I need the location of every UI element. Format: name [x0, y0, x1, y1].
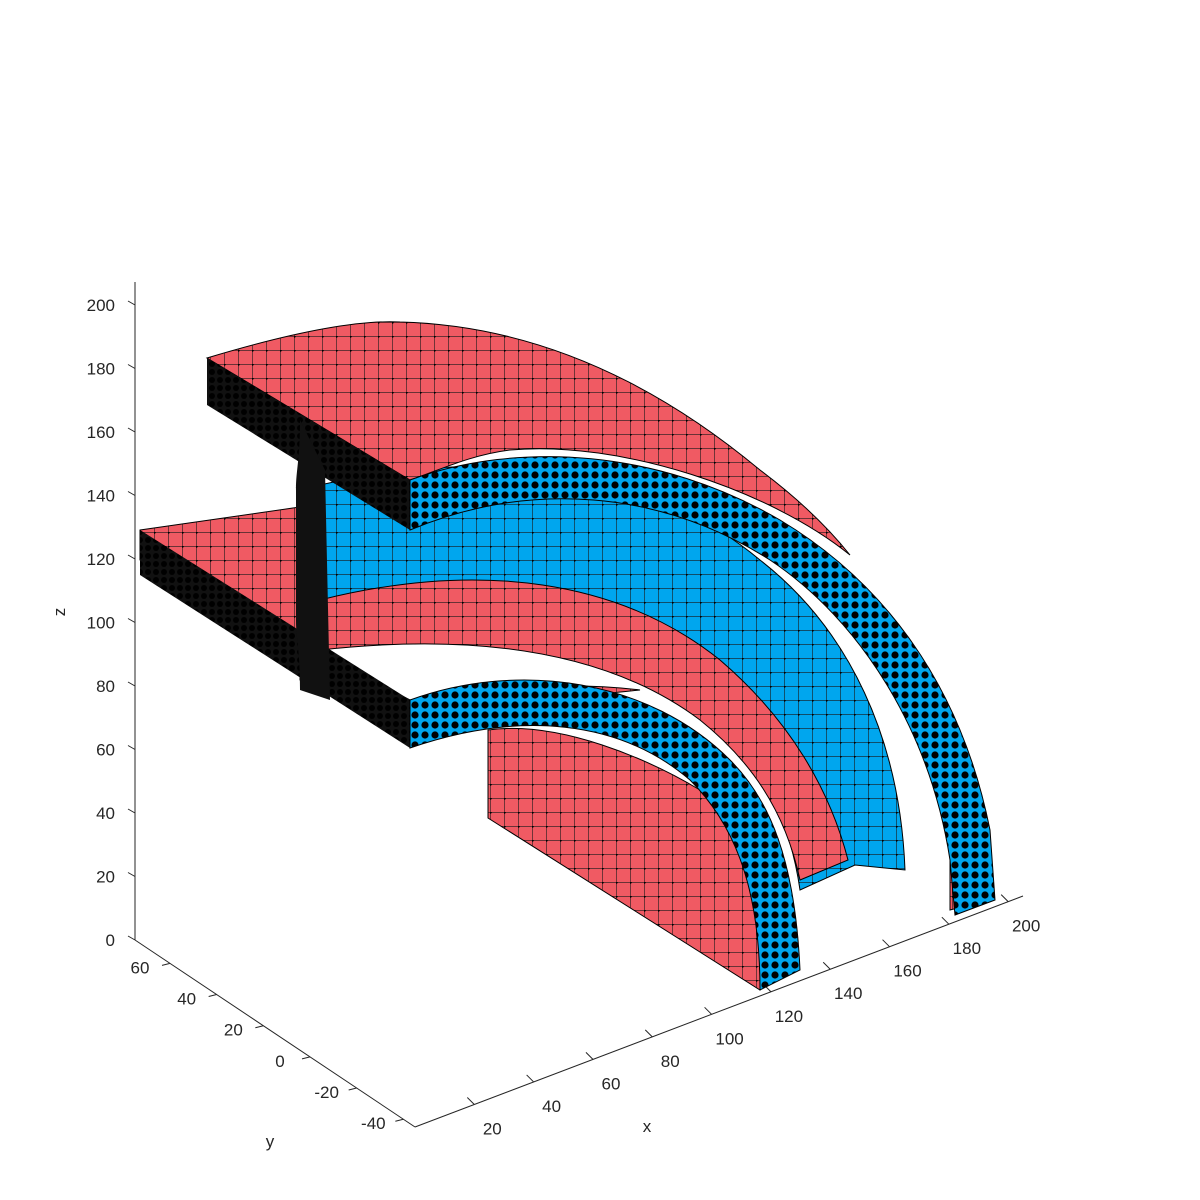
- z-tick-label: 80: [96, 677, 115, 696]
- z-tick-mark: [127, 300, 136, 306]
- z-tick-mark: [127, 427, 136, 433]
- x-tick-label: 160: [893, 962, 921, 981]
- x-tick-label: 20: [483, 1119, 502, 1138]
- y-axis-label: y: [266, 1132, 275, 1151]
- y-axis-line: [134, 939, 416, 1128]
- x-tick-mark: [585, 1052, 594, 1060]
- lower-flange-edge: [409, 679, 801, 991]
- x-axis-label: x: [643, 1117, 652, 1136]
- x-tick-label: 140: [834, 984, 862, 1003]
- y-tick-label: 60: [131, 958, 150, 977]
- x-tick-mark: [1000, 894, 1009, 902]
- web-fillet: [319, 579, 849, 881]
- z-tick-label: 160: [87, 423, 115, 442]
- lower-flange-end: [140, 530, 410, 748]
- y-tick-label: 40: [177, 990, 196, 1009]
- z-tick-mark: [127, 554, 136, 560]
- x-tick-label: 60: [601, 1074, 620, 1093]
- z-tick-mark: [127, 618, 136, 623]
- y-tick-label: 20: [224, 1021, 243, 1040]
- y-tick-label: 0: [275, 1052, 284, 1071]
- z-tick-label: 40: [96, 804, 115, 823]
- x-tick-mark: [941, 916, 950, 925]
- x-tick-mark: [882, 939, 890, 948]
- z-tick-mark: [127, 745, 136, 750]
- x-tick-label: 40: [542, 1097, 561, 1116]
- z-tick-label: 120: [87, 550, 115, 569]
- z-tick-label: 180: [87, 360, 115, 379]
- z-tick-mark: [127, 872, 136, 877]
- x-tick-label: 80: [661, 1052, 680, 1071]
- z-tick-label: 140: [87, 487, 115, 506]
- x-tick-mark: [644, 1029, 653, 1038]
- x-ticks: 20 40 60 80 100 120 140 160 180 200: [466, 894, 1040, 1138]
- y-ticks: 60 40 20 0 -20 -40: [131, 958, 404, 1133]
- x-tick-mark: [466, 1097, 475, 1105]
- z-axis-label: z: [50, 608, 69, 617]
- z-tick-mark: [127, 681, 136, 687]
- y-tick-mark: [208, 994, 217, 998]
- z-tick-mark: [127, 491, 136, 496]
- x-tick-mark: [704, 1006, 712, 1015]
- z-tick-mark: [127, 364, 136, 369]
- z-tick-mark: [127, 808, 136, 814]
- x-tick-mark: [526, 1074, 534, 1083]
- z-tick-mark: [127, 935, 136, 941]
- x-axis-line: [414, 895, 1024, 1128]
- x-tick-label: 120: [775, 1007, 803, 1026]
- z-ticks: 0 20 40 60 80 100 120 140 160 180 200: [87, 296, 136, 950]
- z-tick-label: 0: [106, 931, 115, 950]
- upper-flange-top: [205, 321, 851, 556]
- x-tick-mark: [822, 961, 831, 970]
- y-tick-mark: [395, 1118, 404, 1122]
- z-tick-label: 100: [87, 614, 115, 633]
- y-tick-label: -20: [314, 1083, 339, 1102]
- web-end: [296, 420, 330, 700]
- x-tick-label: 180: [953, 939, 981, 958]
- y-tick-mark: [301, 1056, 311, 1060]
- z-tick-label: 20: [96, 868, 115, 887]
- upper-flange-edge: [409, 456, 996, 916]
- y-tick-mark: [161, 962, 171, 966]
- y-tick-mark: [255, 1025, 264, 1029]
- y-tick-label: -40: [361, 1114, 386, 1133]
- x-tick-label: 100: [715, 1029, 743, 1048]
- z-tick-label: 60: [96, 741, 115, 760]
- beam-surface: [139, 321, 996, 991]
- y-tick-mark: [348, 1087, 357, 1091]
- z-tick-label: 200: [87, 296, 115, 315]
- x-tick-label: 200: [1012, 917, 1040, 936]
